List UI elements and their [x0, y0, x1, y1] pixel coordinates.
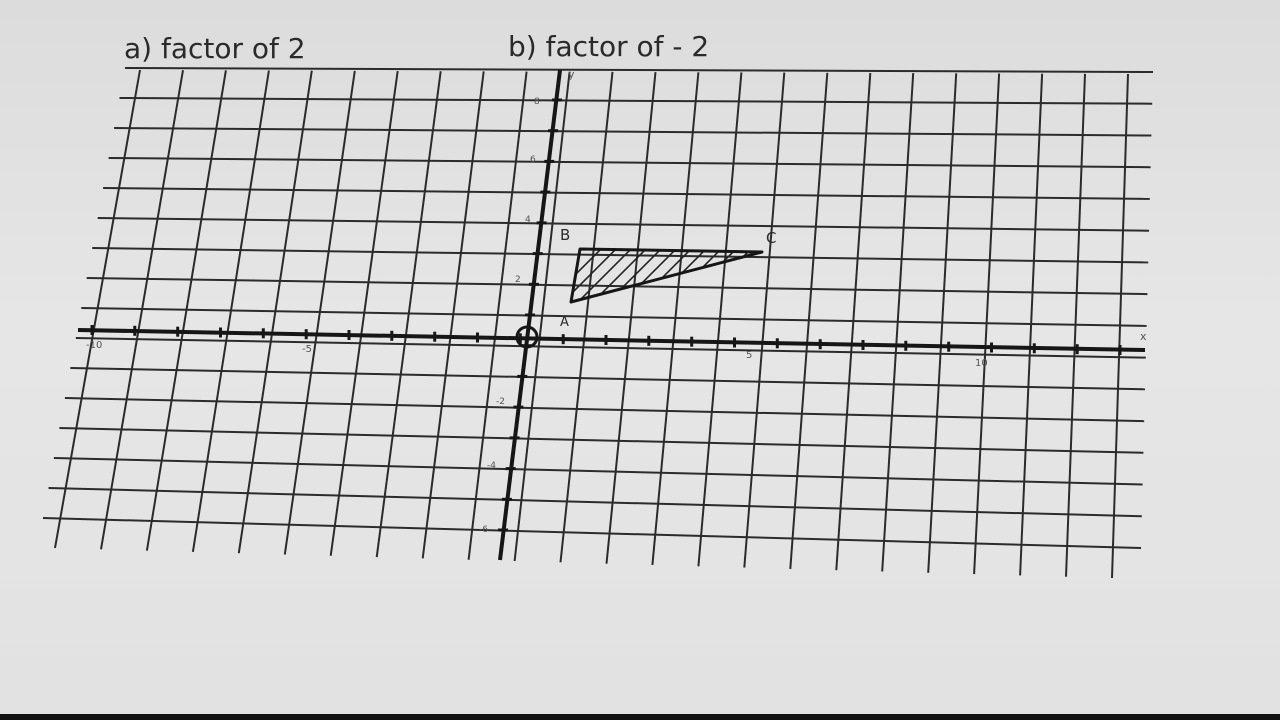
grid-line-horizontal: [86, 277, 1148, 296]
grid-line-horizontal: [81, 307, 1147, 327]
y-tick-label-neg2: -2: [496, 397, 505, 407]
grid-line-horizontal: [64, 397, 1145, 423]
vertex-label-a: A: [560, 315, 569, 330]
bottom-frame-bar: [0, 714, 1280, 720]
x-tick-label-neg5: -5: [302, 344, 312, 355]
y-tick-label-4: 4: [525, 215, 531, 225]
grid-line-horizontal: [124, 67, 1154, 73]
heading-part-b: b) factor of - 2: [508, 30, 709, 63]
heading-part-a: a) factor of 2: [124, 32, 306, 65]
grid-line-horizontal: [53, 457, 1143, 486]
origin-marker: [515, 325, 539, 349]
grid-line-horizontal: [48, 487, 1142, 518]
x-tick-label-5: 5: [746, 350, 752, 361]
horizontal-grid-lines: [42, 67, 1154, 549]
grid-line-horizontal: [75, 337, 1146, 359]
x-axis-label: x: [1140, 330, 1147, 343]
y-tick-label-8: 8: [534, 97, 540, 107]
grid-line-horizontal: [119, 97, 1153, 105]
grid-line-horizontal: [92, 247, 1149, 264]
grid-line-horizontal: [42, 517, 1142, 549]
axis-tick-marks: [90, 98, 1122, 532]
vertex-label-b: B: [560, 226, 570, 244]
y-tick-label-neg6: -6: [479, 525, 488, 535]
grid-line-horizontal: [97, 217, 1150, 232]
grid-line-horizontal: [108, 157, 1151, 169]
vertex-label-c: C: [766, 229, 776, 247]
y-tick-label-neg4: -4: [487, 461, 496, 471]
y-tick-label-2: 2: [515, 275, 521, 285]
x-axis: [77, 328, 1146, 352]
x-tick-label-neg10: -10: [86, 340, 102, 351]
grid-line-horizontal: [114, 127, 1152, 137]
grid-line-horizontal: [103, 187, 1150, 200]
grid-line-horizontal: [59, 427, 1144, 454]
triangle-abc: [569, 247, 764, 304]
grid-line-horizontal: [70, 367, 1146, 391]
y-axis-label: y: [568, 68, 575, 81]
x-tick-label-10: 10: [975, 358, 988, 369]
y-tick-label-6: 6: [530, 155, 536, 165]
